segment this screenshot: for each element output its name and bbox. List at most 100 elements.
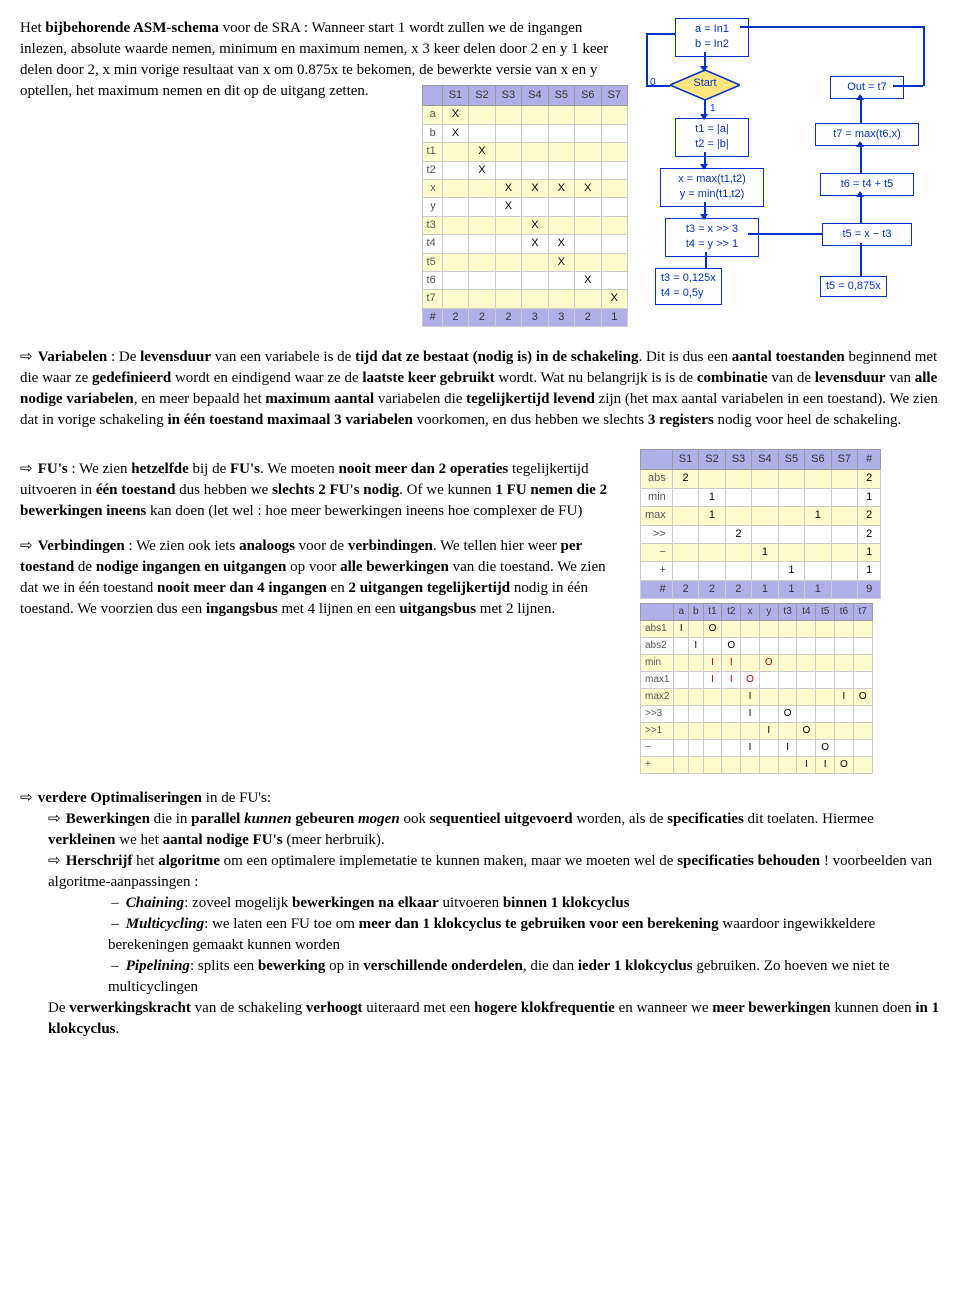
flowchart-wrap: a = In1 b = In2 Start t1 = |a| t2 = |b| … bbox=[640, 18, 940, 333]
fc-n4-text: t3 = x >> 3 t4 = y >> 1 bbox=[686, 223, 738, 250]
opt-para: ⇨ verdere Optimaliseringen in de FU's: ⇨… bbox=[20, 788, 940, 1040]
t: Herschrijf bbox=[66, 853, 133, 869]
fc-arrow bbox=[856, 141, 864, 147]
fc-arrow bbox=[700, 66, 708, 72]
fc-line bbox=[860, 193, 862, 223]
t: combinatie bbox=[697, 370, 768, 386]
t: in de FU's: bbox=[202, 790, 271, 806]
t: ingangsbus bbox=[206, 601, 278, 617]
fc-node-minmax: x = max(t1,t2) y = min(t1,t2) bbox=[660, 168, 764, 207]
fc-line bbox=[893, 85, 923, 87]
fc-start-text: Start bbox=[670, 76, 740, 91]
t: specificaties behouden bbox=[677, 853, 820, 869]
fc-r2-text: t6 = t4 + t5 bbox=[841, 178, 894, 190]
fc-n1-text: a = In1 b = In2 bbox=[695, 23, 729, 50]
t: . We moeten bbox=[260, 461, 339, 477]
intro-p1: Het bbox=[20, 20, 45, 36]
io-table: abt1t2xyt3t4t5t6t7abs1IOabs2IOminIIOmax1… bbox=[640, 603, 873, 774]
t: specificaties bbox=[667, 811, 744, 827]
t: slechts 2 FU's nodig bbox=[272, 482, 399, 498]
t: verbindingen bbox=[348, 538, 433, 554]
arrow-icon: ⇨ bbox=[20, 536, 34, 557]
t: met 2 lijnen. bbox=[476, 601, 555, 617]
t: die in bbox=[150, 811, 191, 827]
top-section: Het bijbehorende ASM-schema voor de SRA … bbox=[20, 18, 940, 333]
t: laatste keer gebruikt bbox=[362, 370, 494, 386]
fc-line bbox=[646, 33, 675, 35]
t: de bbox=[74, 559, 96, 575]
t: aantal nodige FU's bbox=[163, 832, 283, 848]
fc-arrow bbox=[856, 94, 864, 100]
t: . Dit is dus een bbox=[638, 349, 731, 365]
vb-head: Verbindingen bbox=[38, 538, 125, 554]
t: : zoveel mogelijk bbox=[184, 895, 292, 911]
dash-icon: – bbox=[108, 956, 122, 977]
fc-node-out: Out = t7 bbox=[830, 76, 904, 99]
arrow-icon: ⇨ bbox=[48, 809, 62, 830]
fu-head: FU's bbox=[38, 461, 68, 477]
t: analoogs bbox=[239, 538, 295, 554]
op-table: S1S2S3S4S5S6S7#abs22min11max112>>22−11+1… bbox=[640, 449, 881, 599]
fc-n2-text: t1 = |a| t2 = |b| bbox=[695, 123, 729, 150]
t: 3 registers bbox=[648, 412, 714, 428]
t: verkleinen bbox=[48, 832, 116, 848]
t: hetzelfde bbox=[131, 461, 188, 477]
fc-node-t7: t7 = max(t6,x) bbox=[815, 123, 919, 146]
t: (meer herbruik). bbox=[283, 832, 385, 848]
fc-node-abs: t1 = |a| t2 = |b| bbox=[675, 118, 749, 157]
t: worden, als de bbox=[573, 811, 668, 827]
t: Multicycling bbox=[126, 916, 204, 932]
t: , en meer bepaald het bbox=[134, 391, 266, 407]
t: in één toestand maximaal 3 variabelen bbox=[167, 412, 412, 428]
t: gedefinieerd bbox=[92, 370, 171, 386]
mid-section: ⇨ FU's : We zien hetzelfde bij de FU's. … bbox=[20, 445, 940, 774]
opt-head: verdere Optimaliseringen bbox=[38, 790, 202, 806]
variabelen-para: ⇨ Variabelen : De levensduur van een var… bbox=[20, 347, 940, 431]
mid-left-text: ⇨ FU's : We zien hetzelfde bij de FU's. … bbox=[20, 445, 626, 634]
t: het bbox=[132, 853, 158, 869]
t: van de bbox=[768, 370, 815, 386]
t: om een optimalere implemetatie te kunnen… bbox=[220, 853, 677, 869]
fc-r1-text: t7 = max(t6,x) bbox=[833, 128, 901, 140]
t: sequentieel uitgevoerd bbox=[430, 811, 573, 827]
t: ook bbox=[400, 811, 430, 827]
t: maximum aantal bbox=[265, 391, 374, 407]
t: . Of we kunnen bbox=[399, 482, 495, 498]
chaining-item: – Chaining: zoveel mogelijk bewerkingen … bbox=[108, 893, 940, 914]
fc-line bbox=[748, 233, 822, 235]
t: op in bbox=[325, 958, 363, 974]
fc-node-t6: t6 = t4 + t5 bbox=[820, 173, 914, 196]
t: binnen 1 klokcyclus bbox=[503, 895, 630, 911]
fc-note-2: t5 = 0,875x bbox=[820, 276, 887, 297]
t: verschillende onderdelen bbox=[363, 958, 523, 974]
t: nooit meer dan 4 ingangen bbox=[157, 580, 327, 596]
t: en bbox=[327, 580, 349, 596]
t: 2 uitgangen tegelijkertijd bbox=[348, 580, 510, 596]
t: kunnen bbox=[244, 811, 292, 827]
fc-line bbox=[646, 85, 670, 87]
dash-icon: – bbox=[108, 893, 122, 914]
t: Chaining bbox=[126, 895, 184, 911]
end-para: De verwerkingskracht van de schakeling v… bbox=[48, 998, 940, 1040]
t: Pipelining bbox=[126, 958, 190, 974]
fc-line bbox=[705, 252, 707, 268]
fc-line bbox=[740, 26, 924, 28]
fc-arrow bbox=[700, 214, 708, 220]
arrow-icon: ⇨ bbox=[20, 788, 34, 809]
t: tegelijkertijd levend bbox=[466, 391, 595, 407]
t: nodige ingangen en uitgangen bbox=[96, 559, 286, 575]
fc-line bbox=[646, 33, 648, 86]
t: van bbox=[886, 370, 915, 386]
t: variabelen die bbox=[374, 391, 466, 407]
t: : We zien ook iets bbox=[125, 538, 239, 554]
t: parallel bbox=[191, 811, 244, 827]
t: kunnen doen bbox=[831, 1000, 916, 1016]
fc-node-init: a = In1 b = In2 bbox=[675, 18, 749, 57]
t: : splits een bbox=[190, 958, 258, 974]
arrow-icon: ⇨ bbox=[20, 459, 34, 480]
t: één toestand bbox=[96, 482, 176, 498]
t: bewerkingen na elkaar bbox=[292, 895, 439, 911]
t: , die dan bbox=[523, 958, 578, 974]
fc-node-t5: t5 = x − t3 bbox=[822, 223, 912, 246]
fc-line bbox=[860, 96, 862, 123]
